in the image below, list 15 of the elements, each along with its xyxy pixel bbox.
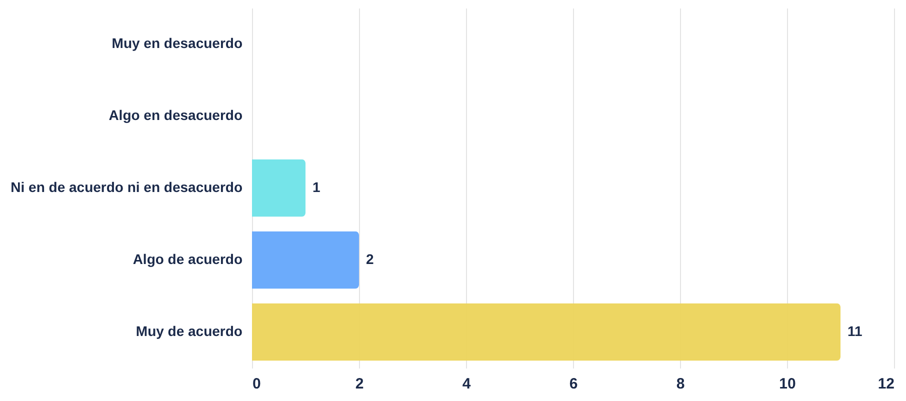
y-tick-label: Muy en desacuerdo — [112, 35, 242, 51]
x-tick-label: 4 — [462, 376, 472, 392]
x-tick-label: 0 — [252, 376, 261, 392]
data-label: 2 — [366, 251, 374, 267]
x-tick-label: 12 — [878, 376, 894, 392]
data-label: 11 — [848, 323, 863, 339]
x-tick-label: 2 — [355, 376, 364, 392]
y-tick-label: Algo en desacuerdo — [108, 107, 242, 123]
x-tick-label: 6 — [569, 376, 578, 392]
x-tick-label: 8 — [676, 376, 685, 392]
y-tick-label: Ni en de acuerdo ni en desacuerdo — [10, 179, 242, 195]
y-tick-label: Algo de acuerdo — [132, 251, 242, 267]
data-label: 1 — [312, 179, 320, 195]
x-tick-label: 10 — [779, 376, 796, 392]
y-tick-label: Muy de acuerdo — [136, 323, 242, 339]
